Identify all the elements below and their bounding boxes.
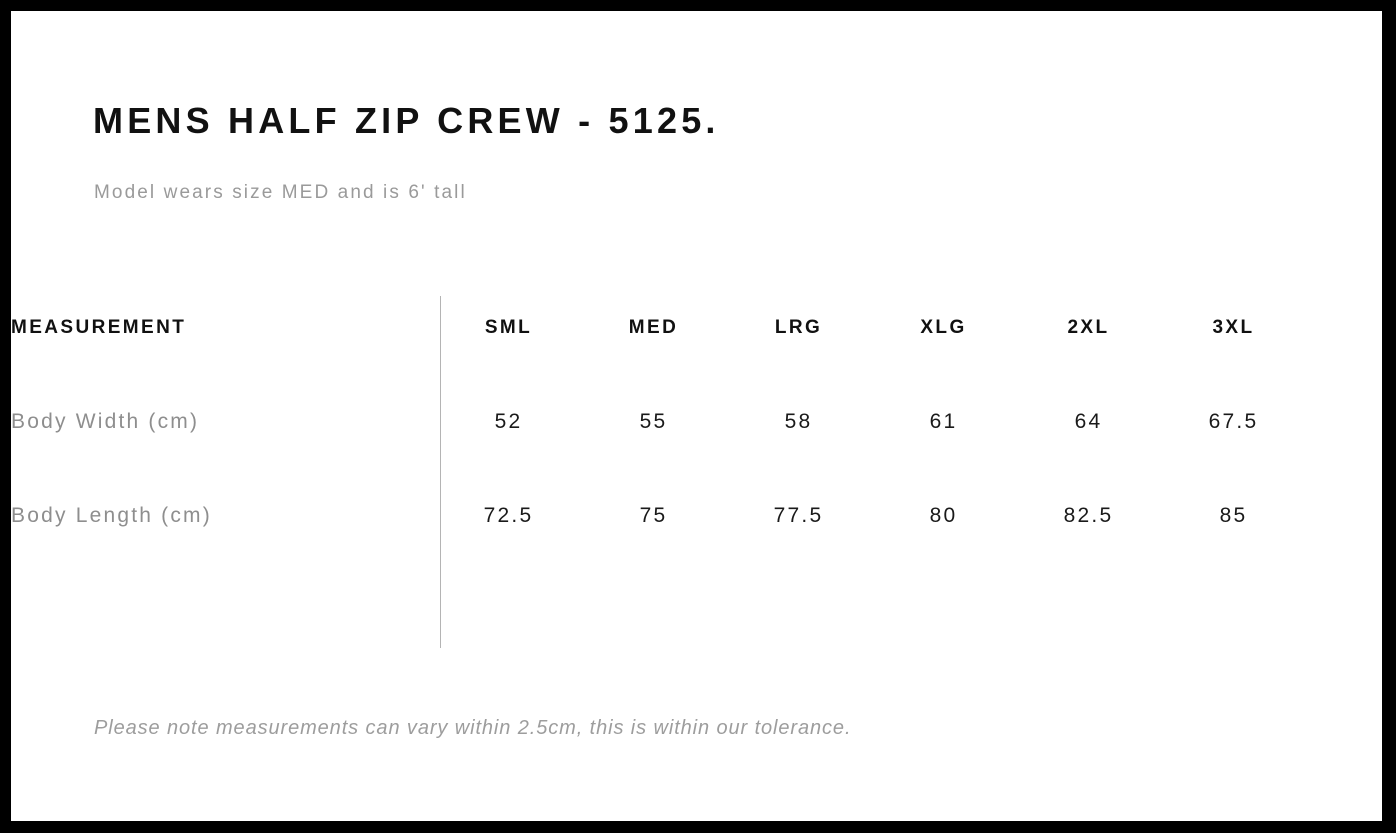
model-info-subtitle: Model wears size MED and is 6' tall [94, 182, 467, 203]
size-chart-canvas: MENS HALF ZIP CREW - 5125. Model wears s… [11, 11, 1382, 821]
page-title: MENS HALF ZIP CREW - 5125. [93, 100, 720, 141]
size-table-container: MEASUREMENT SML MED LRG XLG 2XL 3XL Body… [11, 281, 1382, 661]
cell-body-width-lrg: 58 [784, 410, 813, 433]
cell-body-length-med: 75 [639, 504, 668, 527]
cell-body-length-lrg: 77.5 [773, 504, 824, 527]
column-header-lrg: LRG [774, 317, 823, 338]
table-row: Body Length (cm) 72.5 75 77.5 80 82.5 85 [11, 469, 1306, 563]
measurement-column-divider [440, 296, 441, 648]
row-label-body-width: Body Width (cm) [11, 410, 200, 433]
cell-body-width-2xl: 64 [1074, 410, 1103, 433]
tolerance-footnote: Please note measurements can vary within… [94, 717, 852, 739]
column-header-xlg: XLG [920, 317, 967, 338]
column-header-sml: SML [484, 317, 533, 338]
column-header-med: MED [628, 317, 679, 338]
column-header-3xl: 3XL [1212, 317, 1255, 338]
size-table: MEASUREMENT SML MED LRG XLG 2XL 3XL Body… [11, 281, 1306, 563]
cell-body-width-sml: 52 [494, 410, 523, 433]
cell-body-length-xlg: 80 [929, 504, 958, 527]
cell-body-width-xlg: 61 [929, 410, 958, 433]
row-label-body-length: Body Length (cm) [11, 504, 212, 527]
cell-body-length-3xl: 85 [1219, 504, 1248, 527]
table-row: Body Width (cm) 52 55 58 61 64 67.5 [11, 375, 1306, 469]
cell-body-width-3xl: 67.5 [1208, 410, 1259, 433]
column-header-measurement: MEASUREMENT [11, 317, 187, 338]
cell-body-length-sml: 72.5 [483, 504, 534, 527]
cell-body-width-med: 55 [639, 410, 668, 433]
table-header-row: MEASUREMENT SML MED LRG XLG 2XL 3XL [11, 281, 1306, 375]
cell-body-length-2xl: 82.5 [1063, 504, 1114, 527]
column-header-2xl: 2XL [1067, 317, 1110, 338]
